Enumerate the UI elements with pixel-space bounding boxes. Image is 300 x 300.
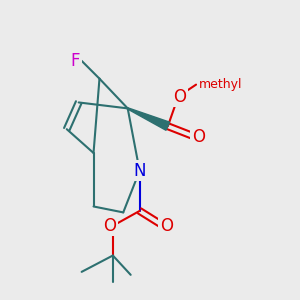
Text: O: O — [160, 217, 173, 235]
Text: O: O — [103, 217, 116, 235]
Text: O: O — [173, 88, 186, 106]
Polygon shape — [128, 108, 170, 130]
Text: N: N — [133, 162, 146, 180]
Text: F: F — [71, 52, 80, 70]
Text: O: O — [192, 128, 205, 146]
Text: methyl: methyl — [199, 78, 242, 91]
